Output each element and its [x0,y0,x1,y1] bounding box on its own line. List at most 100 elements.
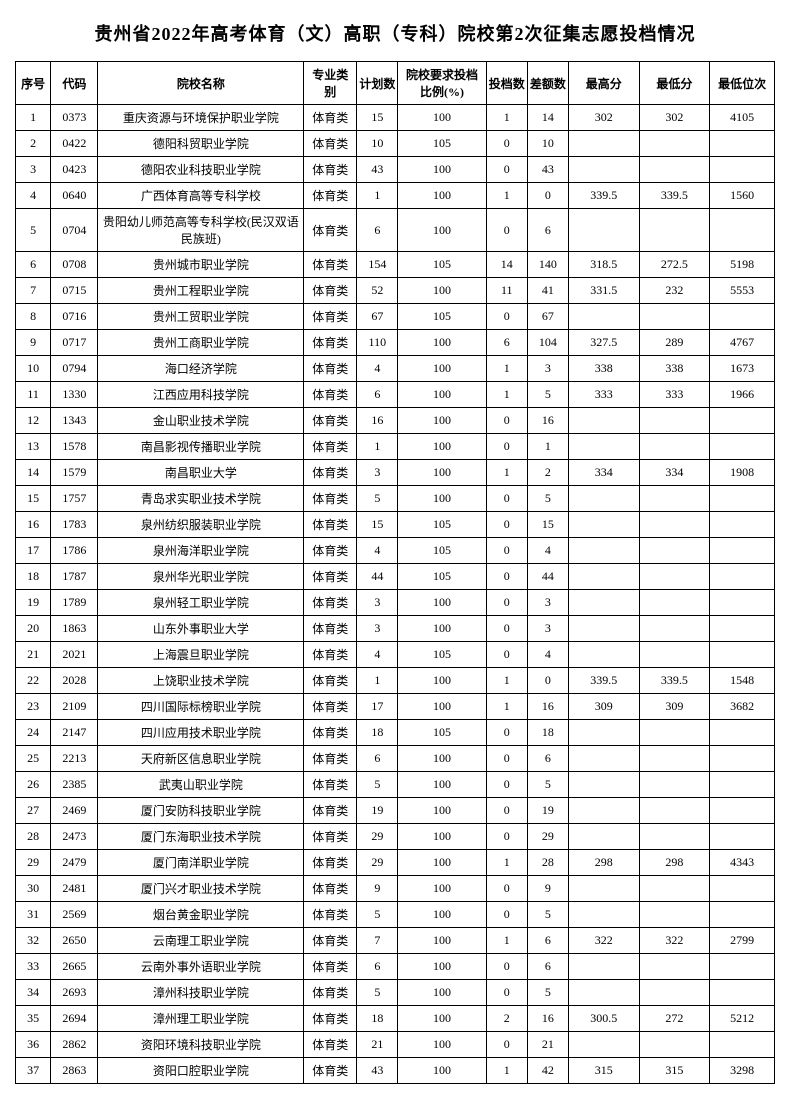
table-cell: 体育类 [304,408,357,434]
table-cell: 贵州城市职业学院 [98,252,304,278]
table-cell: 4 [357,356,398,382]
table-cell [569,746,640,772]
table-cell: 5 [527,382,568,408]
table-cell: 333 [639,382,710,408]
table-cell: 体育类 [304,209,357,252]
table-cell: 5 [527,902,568,928]
table-cell: 体育类 [304,1032,357,1058]
table-cell: 2693 [51,980,98,1006]
table-cell: 100 [398,356,486,382]
table-cell: 体育类 [304,876,357,902]
table-cell: 105 [398,538,486,564]
table-cell: 2650 [51,928,98,954]
table-cell: 3 [357,616,398,642]
table-cell: 6 [357,209,398,252]
table-cell: 29 [357,850,398,876]
table-cell [710,824,775,850]
table-cell: 0 [486,772,527,798]
table-cell: 339.5 [639,668,710,694]
table-row: 332665云南外事外语职业学院体育类610006 [16,954,775,980]
table-cell: 云南理工职业学院 [98,928,304,954]
table-cell: 0 [486,486,527,512]
table-cell: 21 [527,1032,568,1058]
table-cell [569,772,640,798]
table-cell: 江西应用科技学院 [98,382,304,408]
table-cell: 0 [486,512,527,538]
table-cell [569,512,640,538]
table-cell [569,616,640,642]
table-cell: 29 [527,824,568,850]
table-cell: 0 [486,1032,527,1058]
table-cell [639,538,710,564]
table-cell: 27 [16,798,51,824]
table-cell: 43 [357,1058,398,1084]
table-cell: 16 [527,408,568,434]
table-cell: 1 [357,668,398,694]
table-row: 100794海口经济学院体育类4100133383381673 [16,356,775,382]
table-cell [639,434,710,460]
table-cell: 金山职业技术学院 [98,408,304,434]
table-cell [639,512,710,538]
table-cell: 14 [16,460,51,486]
table-cell: 2479 [51,850,98,876]
table-cell: 43 [527,157,568,183]
table-cell [639,590,710,616]
table-cell: 6 [357,382,398,408]
table-cell [710,209,775,252]
table-cell [639,902,710,928]
table-cell: 1783 [51,512,98,538]
table-cell: 2213 [51,746,98,772]
table-cell: 44 [527,564,568,590]
table-cell: 19 [357,798,398,824]
table-cell: 体育类 [304,1006,357,1032]
header-row: 序号代码院校名称专业类别计划数院校要求投档比例(%)投档数差额数最高分最低分最低… [16,62,775,105]
table-cell: 4 [527,642,568,668]
table-cell: 0 [486,720,527,746]
table-cell [569,131,640,157]
table-cell: 2469 [51,798,98,824]
table-cell: 体育类 [304,538,357,564]
table-cell: 100 [398,668,486,694]
table-cell: 5 [527,772,568,798]
table-cell: 1863 [51,616,98,642]
table-cell [710,512,775,538]
table-row: 201863山东外事职业大学体育类310003 [16,616,775,642]
table-cell: 厦门兴才职业技术学院 [98,876,304,902]
table-cell: 6 [527,209,568,252]
table-cell: 体育类 [304,954,357,980]
table-cell: 广西体育高等专科学校 [98,183,304,209]
table-cell: 0 [486,798,527,824]
table-cell: 100 [398,1032,486,1058]
table-cell: 10 [357,131,398,157]
table-cell: 7 [357,928,398,954]
table-cell: 体育类 [304,131,357,157]
table-cell: 1 [486,928,527,954]
table-cell: 体育类 [304,105,357,131]
table-cell: 体育类 [304,486,357,512]
table-cell: 0794 [51,356,98,382]
table-cell: 体育类 [304,694,357,720]
table-cell: 四川国际标榜职业学院 [98,694,304,720]
table-cell: 4 [16,183,51,209]
table-cell: 315 [569,1058,640,1084]
table-cell: 18 [357,1006,398,1032]
table-cell [639,616,710,642]
table-row: 121343金山职业技术学院体育类16100016 [16,408,775,434]
table-cell: 0 [527,183,568,209]
table-cell: 100 [398,746,486,772]
table-cell: 100 [398,209,486,252]
table-cell: 2021 [51,642,98,668]
table-cell: 德阳农业科技职业学院 [98,157,304,183]
table-cell [639,720,710,746]
table-cell: 2862 [51,1032,98,1058]
table-cell: 36 [16,1032,51,1058]
table-cell [639,1032,710,1058]
table-row: 232109四川国际标榜职业学院体育类171001163093093682 [16,694,775,720]
table-cell [710,772,775,798]
table-cell: 309 [569,694,640,720]
table-cell: 体育类 [304,668,357,694]
table-cell: 100 [398,105,486,131]
table-cell: 1 [486,694,527,720]
table-cell: 43 [357,157,398,183]
table-cell: 232 [639,278,710,304]
